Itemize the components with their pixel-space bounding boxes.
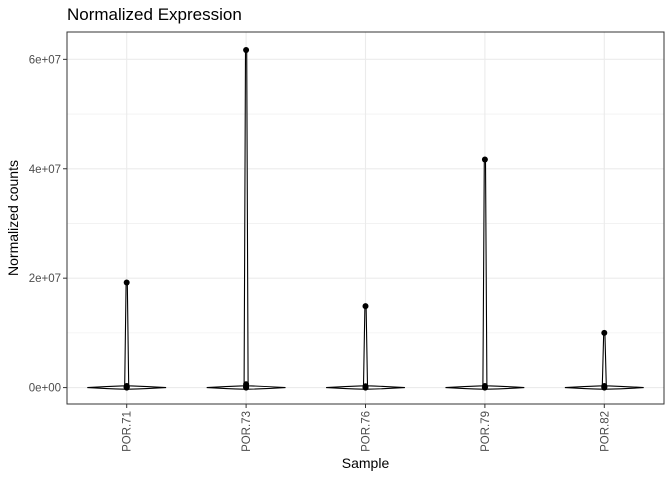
data-point (243, 47, 250, 54)
violin-POR.79 (445, 156, 525, 391)
violin-POR.76 (326, 303, 405, 391)
y-tick-label: 6e+07 (29, 54, 61, 66)
violin-outline (564, 332, 644, 390)
y-axis: 0e+00 2e+07 4e+07 6e+07 (29, 54, 67, 395)
x-tick-label: POR.79 (480, 411, 492, 452)
x-axis: POR.71 POR.73 POR.76 POR.79 POR.82 (122, 404, 611, 452)
data-point (362, 303, 369, 310)
data-point (601, 329, 608, 336)
violin-outline (326, 305, 405, 390)
data-point (481, 156, 488, 163)
x-tick-label: POR.71 (122, 411, 134, 452)
violin-outline (87, 282, 167, 390)
data-point (123, 384, 130, 391)
data-point (123, 279, 130, 286)
y-tick-label: 4e+07 (29, 164, 61, 176)
x-tick-label: POR.82 (599, 411, 611, 452)
violin-POR.71 (87, 279, 167, 391)
data-point (481, 384, 488, 391)
x-axis-label: Sample (342, 455, 390, 471)
y-axis-label: Normalized counts (5, 160, 21, 276)
data-point (243, 384, 250, 391)
violins (87, 47, 644, 391)
data-point (362, 384, 369, 391)
y-tick-label: 2e+07 (29, 273, 61, 285)
violin-POR.82 (564, 329, 644, 391)
violin-outline (445, 158, 525, 390)
data-point (601, 384, 608, 391)
violin-POR.73 (206, 47, 286, 391)
x-tick-label: POR.76 (361, 411, 373, 452)
violin-outline (206, 49, 286, 390)
chart-title: Normalized Expression (67, 5, 242, 24)
y-tick-label: 0e+00 (29, 383, 61, 395)
x-tick-label: POR.73 (241, 411, 253, 452)
